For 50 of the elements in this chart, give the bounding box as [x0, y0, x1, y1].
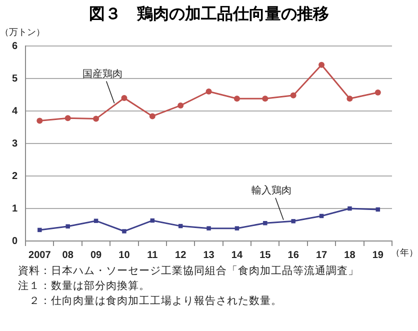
point: [149, 113, 156, 120]
x-tick-label: 17: [316, 250, 328, 261]
x-tick-label: 08: [62, 250, 74, 261]
point: [374, 89, 381, 96]
y-tick-label: 3: [12, 138, 18, 150]
point: [93, 116, 100, 122]
point: [206, 88, 212, 94]
point: [234, 226, 240, 230]
x-axis-title: （年）: [391, 247, 418, 258]
x-tick-label: 16: [288, 250, 300, 261]
y-axis-title: （万トン）: [0, 28, 45, 38]
x-tick-label: 2007: [28, 250, 52, 261]
x-tick-label: 12: [175, 250, 187, 261]
y-tick-label: 6: [12, 40, 18, 52]
x-tick-label: 10: [118, 250, 130, 261]
point: [346, 96, 353, 102]
point: [348, 206, 352, 211]
y-tick-label: 2: [12, 170, 18, 182]
x-tick-label: 09: [90, 250, 102, 261]
x-tick-label: 18: [344, 250, 356, 261]
series-label: 国産鶏肉: [82, 68, 122, 80]
x-tick-label: 19: [372, 250, 384, 261]
text: 輸入鶏肉: [251, 184, 292, 196]
y-tick-label: 0: [12, 236, 18, 247]
y-tick-label: 5: [12, 73, 18, 84]
text: 資料：日本ハム・ソーセージ工業協同組合「食肉加工品等流通調査」: [18, 265, 359, 277]
point: [66, 224, 70, 228]
point: [121, 95, 128, 101]
x-tick-label: 15: [260, 250, 272, 261]
point: [234, 96, 240, 102]
point: [122, 229, 126, 234]
point: [291, 219, 296, 224]
x-tick-label: 13: [203, 250, 215, 261]
text: ２：仕向肉量は食肉加工工場より報告された数量。: [29, 295, 282, 307]
y-tick-label: 1: [12, 203, 18, 214]
x-tick-label: 14: [231, 250, 243, 261]
point: [64, 115, 71, 122]
point: [206, 226, 211, 230]
point: [94, 218, 98, 223]
y-tick-label: 4: [12, 106, 18, 117]
point: [36, 118, 43, 124]
point: [290, 92, 296, 98]
point: [318, 62, 325, 68]
point: [262, 96, 268, 102]
point: [263, 221, 268, 226]
text: 注１：数量は部分肉換算。: [18, 280, 150, 292]
chart-title: 図３ 鶏肉の加工品仕向量の推移: [88, 3, 330, 25]
x-tick-label: 11: [147, 250, 158, 261]
point: [178, 102, 184, 108]
point: [38, 228, 42, 232]
